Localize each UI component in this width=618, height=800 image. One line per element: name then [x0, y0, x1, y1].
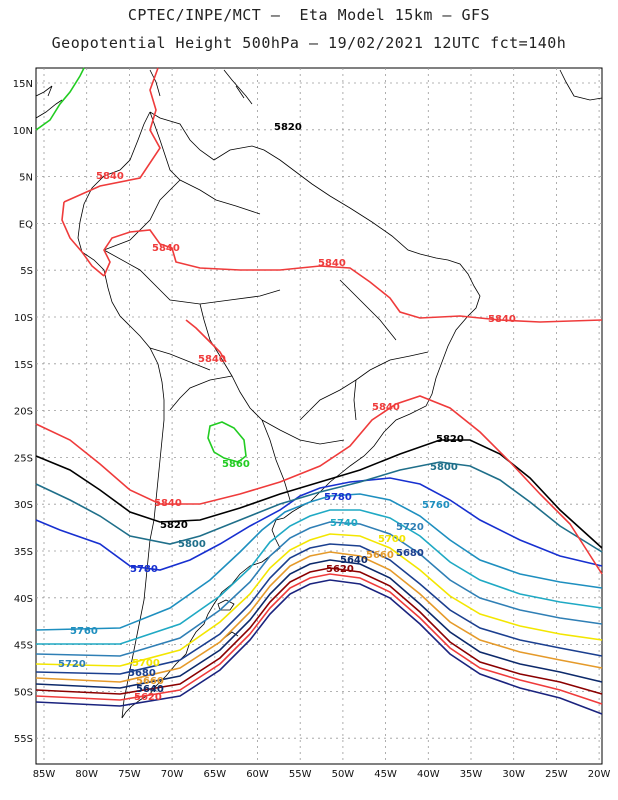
contour-label-5840-amazon: 5840 — [152, 243, 180, 254]
contour-5840-line-south — [35, 395, 603, 575]
lon-label: 25W — [545, 769, 568, 780]
contour-label-5620-atlantic: 5620 — [326, 564, 354, 575]
contour-label-5640-atlantic: 5640 — [340, 555, 368, 566]
lat-label: 50S — [14, 687, 33, 698]
contour-label-5840-bolivia: 5840 — [198, 354, 226, 365]
lon-label: 40W — [417, 769, 440, 780]
contour-label-5680-pacific: 5680 — [128, 668, 156, 679]
contour-label-5820-atlantic: 5820 — [436, 434, 464, 445]
lon-label: 55W — [289, 769, 312, 780]
lat-label: 10S — [14, 313, 33, 324]
contour-label-5820-north: 5820 — [274, 122, 302, 133]
lon-label: 50W — [332, 769, 355, 780]
lat-label: 45S — [14, 641, 33, 652]
lat-label: 5N — [19, 173, 33, 184]
lat-label: 15N — [13, 79, 33, 90]
contour-label-5840-se: 5840 — [372, 402, 400, 413]
contour-label-5660-atlantic: 5660 — [366, 550, 394, 561]
map-title-line1: CPTEC/INPE/MCT – Eta Model 15km – GFS — [127, 6, 491, 24]
contour-5860-line — [35, 67, 247, 463]
contour-5720-line — [35, 521, 603, 657]
contour-label-5840-sw: 5840 — [154, 498, 182, 509]
lon-label: 85W — [33, 769, 56, 780]
lon-label: 35W — [460, 769, 483, 780]
contour-label-5740-atlantic: 5740 — [330, 518, 358, 529]
lat-label: 30S — [14, 500, 33, 511]
contour-label-5680-atlantic: 5680 — [396, 548, 424, 559]
contour-5780-line — [35, 477, 603, 571]
contour-label-5780-uruguay: 5780 — [324, 492, 352, 503]
contour-label-5620-pacific: 5620 — [134, 692, 162, 703]
lat-label: EQ — [19, 219, 33, 230]
contour-label-5820-pacific: 5820 — [160, 520, 188, 531]
lat-label: 35S — [14, 547, 33, 558]
contour-5620-line — [35, 567, 603, 695]
latitude-labels: 15N 10N 5N EQ 5S 10S 15S 20S 25S 30S 35S 40S 45S 50S 5… — [13, 79, 33, 745]
lat-label: 10N — [13, 126, 33, 137]
map-title-line2: Geopotential Height 500hPa – 19/02/2021 … — [51, 34, 567, 52]
contour-labels: 5820 5840 5840 5840 5840 5840 5840 5860 … — [58, 122, 516, 703]
contour-label-5760-atlantic: 5760 — [422, 500, 450, 511]
contour-label-5660-pacific: 5660 — [136, 676, 164, 687]
contour-label-5700-pacific: 5700 — [132, 658, 160, 669]
contour-label-5700-atlantic: 5700 — [378, 534, 406, 545]
longitude-labels: 85W 80W 75W 70W 65W 60W 55W 50W 45W 40W 35W 30W 25W 2… — [33, 769, 611, 780]
contour-lines — [35, 67, 603, 715]
lon-label: 80W — [75, 769, 98, 780]
contour-5580-line — [35, 579, 603, 715]
contour-5760-line — [35, 493, 603, 631]
contour-5700-line — [35, 533, 603, 667]
contour-5640-line — [35, 559, 603, 689]
contour-5660-line — [35, 551, 603, 683]
contour-5740-line — [36, 509, 603, 645]
lat-label: 15S — [14, 360, 33, 371]
lon-label: 60W — [246, 769, 269, 780]
lat-label: 25S — [14, 453, 33, 464]
contour-5800-line — [35, 461, 603, 553]
lon-label: 65W — [203, 769, 226, 780]
contour-label-5800-atlantic: 5800 — [430, 462, 458, 473]
contour-5840-line-bolivia — [185, 319, 227, 363]
contour-label-5840-center: 5840 — [318, 258, 346, 269]
contour-label-5720-atlantic: 5720 — [396, 522, 424, 533]
contour-label-5780-pacific: 5780 — [130, 564, 158, 575]
lat-label: 5S — [20, 266, 33, 277]
lat-label: 55S — [14, 734, 33, 745]
lat-label: 20S — [14, 407, 33, 418]
lon-label: 20W — [588, 769, 611, 780]
lon-label: 30W — [502, 769, 525, 780]
contour-label-5720-pacific: 5720 — [58, 659, 86, 670]
contour-label-5840-nw: 5840 — [96, 171, 124, 182]
lon-label: 70W — [161, 769, 184, 780]
lon-label: 75W — [118, 769, 141, 780]
contour-5600-line — [35, 573, 603, 705]
contour-label-5640-pacific: 5640 — [136, 684, 164, 695]
lat-label: 40S — [14, 594, 33, 605]
contour-label-5860: 5860 — [222, 459, 250, 470]
contour-label-5760-pacific: 5760 — [70, 626, 98, 637]
plot-frame — [35, 67, 603, 765]
contour-label-5840-east: 5840 — [488, 314, 516, 325]
contour-5680-line — [35, 543, 603, 675]
lon-label: 45W — [374, 769, 397, 780]
contour-label-5800-pacific: 5800 — [178, 539, 206, 550]
graticule — [36, 68, 602, 764]
contour-5840-line-north — [61, 67, 603, 323]
